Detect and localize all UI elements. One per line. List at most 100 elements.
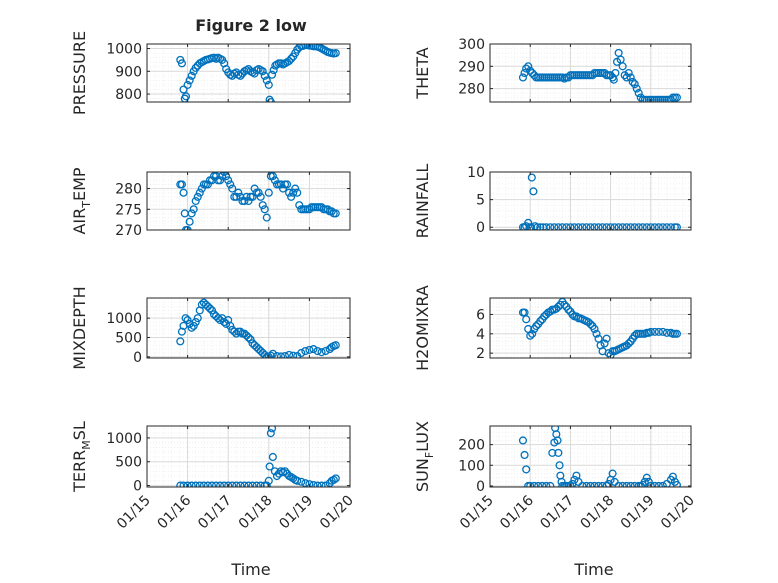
ticks	[146, 44, 351, 102]
ticks	[146, 172, 351, 231]
x-tick-label: 01/16	[497, 492, 537, 532]
data-point	[527, 173, 536, 182]
data-point	[594, 223, 603, 230]
data-point	[317, 348, 326, 357]
data-point	[626, 73, 635, 82]
data-point	[555, 461, 564, 470]
data-point	[672, 480, 681, 487]
x-tick-label: 01/20	[658, 493, 698, 533]
data-point	[176, 337, 185, 346]
data-point	[216, 316, 225, 325]
data-point	[602, 223, 611, 230]
data-point	[550, 223, 559, 230]
data-point	[638, 223, 647, 230]
data-point	[224, 176, 233, 185]
data-point	[179, 481, 188, 487]
data-point	[594, 481, 603, 487]
data-point	[533, 223, 542, 230]
ticks	[146, 298, 351, 358]
data-point	[191, 196, 200, 206]
minor-grid	[147, 426, 350, 487]
data-point	[317, 481, 326, 487]
data-point	[658, 481, 667, 487]
data-point	[554, 448, 563, 457]
data-point	[205, 304, 214, 313]
data-point	[185, 76, 194, 85]
x-tick-label: 01/18	[578, 493, 618, 533]
data-point	[574, 223, 583, 230]
data-point	[252, 481, 261, 487]
data-point	[570, 223, 579, 230]
data-series	[176, 298, 340, 358]
data-point	[260, 205, 269, 214]
data-point	[222, 319, 231, 328]
data-point	[191, 63, 200, 72]
axes-box	[146, 297, 351, 359]
data-point	[220, 481, 229, 487]
data-point	[626, 481, 635, 487]
data-point	[323, 205, 332, 214]
major-grid	[490, 44, 691, 102]
data-point	[546, 223, 555, 230]
data-point	[586, 223, 595, 230]
x-tick-label: 01/15	[457, 493, 497, 533]
y-tick-label: 5	[476, 193, 485, 209]
data-point	[529, 187, 538, 196]
data-point	[254, 188, 263, 197]
data-point	[618, 481, 627, 487]
data-point	[602, 334, 611, 343]
data-point	[216, 481, 225, 487]
data-series	[518, 173, 681, 230]
data-point	[642, 473, 651, 482]
x-axis-label-right: Time	[573, 560, 613, 579]
subplot-terr-msl: 0 500 1000 TERRMSL 01/15 01/16 01/17 01/18 01/19…	[70, 421, 357, 532]
data-point	[207, 306, 217, 315]
x-tick-label: 01/19	[618, 493, 658, 533]
data-point	[248, 481, 257, 487]
data-point	[211, 172, 221, 181]
major-grid	[147, 298, 350, 358]
data-point	[582, 223, 591, 230]
data-point	[524, 62, 533, 71]
data-point	[181, 92, 191, 101]
data-point	[662, 479, 671, 487]
data-point	[244, 196, 253, 206]
data-point	[331, 474, 340, 483]
data-point	[293, 188, 302, 197]
data-point	[586, 320, 595, 329]
data-point	[658, 223, 667, 230]
data-point	[518, 436, 528, 445]
data-point	[193, 192, 202, 201]
data-point	[224, 481, 233, 487]
data-point	[582, 481, 591, 487]
data-point	[262, 213, 271, 222]
data-point	[244, 333, 253, 342]
data-point	[558, 223, 567, 230]
data-point	[267, 70, 277, 79]
y-tick-label: 280	[115, 182, 142, 198]
y-tick-label: 275	[115, 202, 142, 218]
ticks	[489, 426, 692, 487]
y-axis-label: TERRMSL	[70, 421, 93, 493]
data-point	[327, 207, 336, 216]
x-axis-label-left: Time	[230, 560, 270, 579]
data-point	[183, 225, 192, 230]
data-point	[618, 223, 627, 230]
y-tick-label: 1000	[106, 431, 142, 447]
data-point	[618, 62, 627, 71]
data-point	[630, 80, 639, 89]
data-point	[570, 475, 579, 484]
data-point	[628, 77, 637, 86]
data-point	[236, 192, 245, 201]
data-point	[578, 223, 587, 230]
data-point	[264, 188, 273, 197]
data-point	[321, 346, 330, 356]
data-point	[666, 223, 675, 230]
data-point	[199, 481, 208, 487]
plot-area	[490, 172, 691, 230]
data-point	[542, 481, 551, 487]
data-point	[297, 477, 306, 486]
figure-title: Figure 2 low	[195, 16, 307, 35]
data-point	[191, 317, 200, 327]
data-point	[250, 184, 259, 193]
